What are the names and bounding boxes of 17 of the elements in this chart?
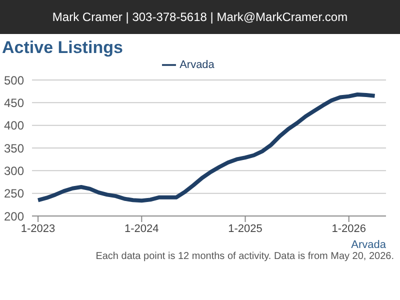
x-axis-title: Arvada <box>351 239 387 251</box>
y-tick-label: 250 <box>4 186 24 201</box>
chart-subtitle: Mark Cramer | 303-378-5618 | Mark@MarkCramer.com <box>0 0 400 34</box>
y-tick-label: 300 <box>4 164 24 178</box>
x-tick-label: 1-2024 <box>124 222 159 235</box>
text: Each data point is 12 months of activity. Data is from May 20, 2026. <box>96 251 394 262</box>
line-series <box>36 92 377 203</box>
x-tick-label: 1-2026 <box>332 222 366 235</box>
y-tick-label: 200 <box>4 209 24 224</box>
chart-title: Active Listings <box>2 38 123 58</box>
y-tick-label: 450 <box>4 96 24 110</box>
y-tick-label: 350 <box>4 141 24 156</box>
x-tick-label: 1-2025 <box>228 222 262 235</box>
y-tick-label: 500 <box>4 73 24 88</box>
y-tick-label: 400 <box>4 118 24 133</box>
x-tick-label: 1-2023 <box>20 222 56 235</box>
legend-label: Arvada <box>180 58 214 71</box>
